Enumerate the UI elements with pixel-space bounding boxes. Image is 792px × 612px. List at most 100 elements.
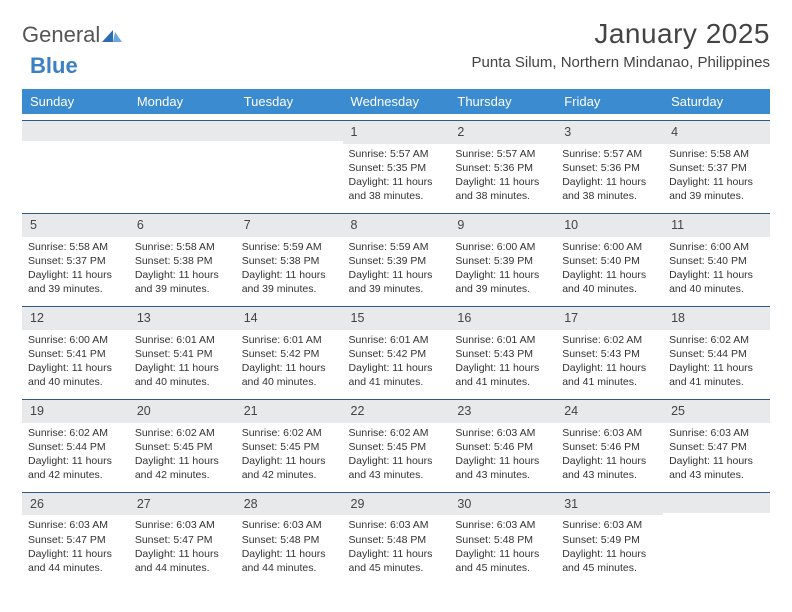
daylight-text: Daylight: 11 hours and 41 minutes.	[455, 361, 550, 389]
day-number: 10	[556, 213, 663, 237]
day-cell: Sunrise: 5:58 AMSunset: 5:38 PMDaylight:…	[129, 237, 236, 303]
daylight-text: Daylight: 11 hours and 39 minutes.	[242, 268, 337, 296]
day-cell	[236, 144, 343, 210]
sunrise-text: Sunrise: 6:00 AM	[28, 333, 123, 347]
day-cell: Sunrise: 6:01 AMSunset: 5:43 PMDaylight:…	[449, 330, 556, 396]
day-number: 14	[236, 306, 343, 330]
day-number: 20	[129, 399, 236, 423]
sunrise-text: Sunrise: 5:58 AM	[28, 240, 123, 254]
brand-triangle-icon	[102, 26, 122, 47]
day-cell: Sunrise: 6:03 AMSunset: 5:47 PMDaylight:…	[22, 515, 129, 581]
empty-day	[663, 492, 770, 513]
sunset-text: Sunset: 5:49 PM	[562, 533, 657, 547]
calendar-week-numbers: 262728293031	[22, 489, 770, 516]
calendar-week-numbers: 567891011	[22, 210, 770, 237]
day-number: 18	[663, 306, 770, 330]
calendar-week-numbers: 1234	[22, 117, 770, 144]
daylight-text: Daylight: 11 hours and 39 minutes.	[349, 268, 444, 296]
day-number: 25	[663, 399, 770, 423]
sunrise-text: Sunrise: 6:01 AM	[349, 333, 444, 347]
day-cell	[129, 144, 236, 210]
day-cell: Sunrise: 6:03 AMSunset: 5:48 PMDaylight:…	[343, 515, 450, 581]
day-cell: Sunrise: 6:03 AMSunset: 5:47 PMDaylight:…	[129, 515, 236, 581]
day-number: 22	[343, 399, 450, 423]
day-cell	[663, 515, 770, 581]
day-number: 11	[663, 213, 770, 237]
day-cell: Sunrise: 5:59 AMSunset: 5:38 PMDaylight:…	[236, 237, 343, 303]
day-number: 13	[129, 306, 236, 330]
weekday-header: Friday	[556, 89, 663, 117]
day-cell: Sunrise: 6:01 AMSunset: 5:42 PMDaylight:…	[236, 330, 343, 396]
day-number: 1	[343, 120, 450, 144]
day-number: 2	[449, 120, 556, 144]
day-cell: Sunrise: 6:03 AMSunset: 5:46 PMDaylight:…	[556, 423, 663, 489]
sunrise-text: Sunrise: 6:02 AM	[669, 333, 764, 347]
daylight-text: Daylight: 11 hours and 43 minutes.	[455, 454, 550, 482]
day-cell: Sunrise: 5:59 AMSunset: 5:39 PMDaylight:…	[343, 237, 450, 303]
sunrise-text: Sunrise: 6:03 AM	[562, 518, 657, 532]
sunrise-text: Sunrise: 6:00 AM	[455, 240, 550, 254]
empty-day	[236, 120, 343, 141]
sunset-text: Sunset: 5:38 PM	[242, 254, 337, 268]
calendar-week-numbers: 19202122232425	[22, 396, 770, 423]
daylight-text: Daylight: 11 hours and 42 minutes.	[28, 454, 123, 482]
day-cell: Sunrise: 5:57 AMSunset: 5:35 PMDaylight:…	[343, 144, 450, 210]
sunset-text: Sunset: 5:46 PM	[455, 440, 550, 454]
sunset-text: Sunset: 5:35 PM	[349, 161, 444, 175]
sunset-text: Sunset: 5:40 PM	[669, 254, 764, 268]
day-cell: Sunrise: 5:58 AMSunset: 5:37 PMDaylight:…	[22, 237, 129, 303]
sunset-text: Sunset: 5:45 PM	[349, 440, 444, 454]
day-number: 31	[556, 492, 663, 516]
empty-day	[22, 120, 129, 141]
daylight-text: Daylight: 11 hours and 45 minutes.	[455, 547, 550, 575]
daylight-text: Daylight: 11 hours and 40 minutes.	[242, 361, 337, 389]
empty-day	[129, 120, 236, 141]
sunrise-text: Sunrise: 6:00 AM	[669, 240, 764, 254]
day-number: 23	[449, 399, 556, 423]
sunrise-text: Sunrise: 6:01 AM	[242, 333, 337, 347]
sunrise-text: Sunrise: 6:02 AM	[28, 426, 123, 440]
daylight-text: Daylight: 11 hours and 40 minutes.	[135, 361, 230, 389]
day-cell: Sunrise: 5:58 AMSunset: 5:37 PMDaylight:…	[663, 144, 770, 210]
sunset-text: Sunset: 5:37 PM	[28, 254, 123, 268]
brand-logo: General	[22, 18, 122, 48]
day-cell: Sunrise: 6:02 AMSunset: 5:43 PMDaylight:…	[556, 330, 663, 396]
daylight-text: Daylight: 11 hours and 42 minutes.	[242, 454, 337, 482]
daylight-text: Daylight: 11 hours and 39 minutes.	[135, 268, 230, 296]
day-cell: Sunrise: 5:57 AMSunset: 5:36 PMDaylight:…	[556, 144, 663, 210]
day-cell: Sunrise: 6:03 AMSunset: 5:46 PMDaylight:…	[449, 423, 556, 489]
sunrise-text: Sunrise: 6:02 AM	[349, 426, 444, 440]
day-number: 16	[449, 306, 556, 330]
brand-general: General	[22, 22, 100, 48]
sunset-text: Sunset: 5:43 PM	[455, 347, 550, 361]
sunset-text: Sunset: 5:36 PM	[455, 161, 550, 175]
day-cell: Sunrise: 6:00 AMSunset: 5:40 PMDaylight:…	[663, 237, 770, 303]
day-number: 8	[343, 213, 450, 237]
sunrise-text: Sunrise: 5:57 AM	[455, 147, 550, 161]
day-cell: Sunrise: 6:02 AMSunset: 5:44 PMDaylight:…	[663, 330, 770, 396]
day-cell: Sunrise: 6:01 AMSunset: 5:42 PMDaylight:…	[343, 330, 450, 396]
sunrise-text: Sunrise: 6:03 AM	[28, 518, 123, 532]
day-number: 27	[129, 492, 236, 516]
weekday-header-row: SundayMondayTuesdayWednesdayThursdayFrid…	[22, 89, 770, 117]
daylight-text: Daylight: 11 hours and 40 minutes.	[562, 268, 657, 296]
day-number: 4	[663, 120, 770, 144]
sunset-text: Sunset: 5:40 PM	[562, 254, 657, 268]
sunset-text: Sunset: 5:47 PM	[135, 533, 230, 547]
day-number: 5	[22, 213, 129, 237]
day-cell: Sunrise: 6:02 AMSunset: 5:44 PMDaylight:…	[22, 423, 129, 489]
weekday-header: Thursday	[449, 89, 556, 117]
sunrise-text: Sunrise: 5:59 AM	[242, 240, 337, 254]
daylight-text: Daylight: 11 hours and 38 minutes.	[562, 175, 657, 203]
day-number: 29	[343, 492, 450, 516]
calendar-week-content: Sunrise: 6:03 AM Sunset: 5:47 PM Daylight:…	[22, 515, 770, 581]
sunset-text: Sunset: 5:39 PM	[455, 254, 550, 268]
daylight-text: Daylight: 11 hours and 39 minutes.	[455, 268, 550, 296]
calendar-week-content: Sunrise: 5:57 AMSunset: 5:35 PMDaylight:…	[22, 144, 770, 210]
daylight-text: Daylight: 11 hours and 38 minutes.	[455, 175, 550, 203]
sunrise-text: Sunrise: 6:02 AM	[242, 426, 337, 440]
sunset-text: Sunset: 5:38 PM	[135, 254, 230, 268]
sunrise-text: Sunrise: 6:02 AM	[562, 333, 657, 347]
sunset-text: Sunset: 5:42 PM	[349, 347, 444, 361]
sunrise-text: Sunrise: 5:57 AM	[349, 147, 444, 161]
